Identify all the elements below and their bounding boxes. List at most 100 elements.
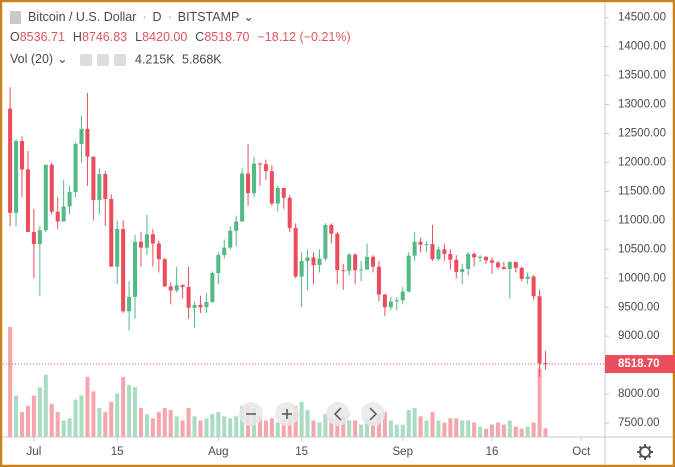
ohlc-value: 8746.83 xyxy=(82,30,127,44)
gear-teeth xyxy=(637,444,653,460)
volume-bar xyxy=(25,405,30,437)
candle-body xyxy=(67,191,72,207)
candle-body xyxy=(448,253,453,260)
candle-body xyxy=(222,247,227,256)
volume-bar xyxy=(495,422,500,437)
volume-bar xyxy=(186,407,191,437)
interval: D xyxy=(153,10,162,24)
candle-body xyxy=(484,256,489,261)
y-tick-label: 10000.00 xyxy=(618,272,666,284)
last-price-tag xyxy=(605,355,675,374)
candle-body xyxy=(347,254,352,271)
candle-body xyxy=(525,276,530,279)
candle-body xyxy=(168,286,173,291)
candle-body xyxy=(454,259,459,272)
volume-bar xyxy=(394,424,399,437)
symbol-name: Bitcoin / U.S. Dollar xyxy=(28,10,136,24)
candle-body xyxy=(311,257,316,265)
plot-area xyxy=(0,87,605,437)
candle-body xyxy=(489,260,494,263)
candle-body xyxy=(412,241,417,256)
volume-ma-value: 5.868K xyxy=(182,52,222,66)
candle-body xyxy=(251,163,257,194)
candle-body xyxy=(240,173,245,222)
volume-bar xyxy=(85,376,90,437)
volume-bar xyxy=(49,403,54,437)
volume-bar xyxy=(269,418,274,437)
candle-body xyxy=(103,174,108,199)
volume-bar xyxy=(347,420,352,437)
volume-bar xyxy=(442,422,447,437)
y-tick-label: 14000.00 xyxy=(618,41,666,53)
volume-bar xyxy=(537,368,542,437)
candle-body xyxy=(478,256,483,258)
candle-body xyxy=(162,259,167,287)
candle-body xyxy=(115,229,120,267)
candle-body xyxy=(299,260,304,277)
ohlc-key: L xyxy=(135,30,142,44)
volume-bar xyxy=(37,387,42,437)
ohlc-line: O8536.71 H8746.83 L8420.00 C8518.70 −18.12 (… xyxy=(10,30,351,44)
candle-body xyxy=(97,174,102,201)
candle-body xyxy=(424,244,429,246)
ohlc-value: 8518.70 xyxy=(204,30,249,44)
candle-body xyxy=(507,262,512,270)
y-tick-label: 14500.00 xyxy=(618,12,666,24)
volume-bar xyxy=(162,407,167,437)
volume-bar xyxy=(31,395,36,437)
candle-body xyxy=(466,253,471,270)
remove-button[interactable] xyxy=(114,54,126,66)
candle-body xyxy=(49,164,54,212)
candle-body xyxy=(430,244,435,260)
volume-bar xyxy=(281,420,286,437)
candle-body xyxy=(31,231,36,245)
volume-bar xyxy=(91,391,96,437)
volume-bar xyxy=(472,422,477,437)
volume-bar xyxy=(192,416,197,437)
candle-body xyxy=(472,253,477,258)
candle-body xyxy=(400,291,405,301)
volume-bar xyxy=(228,418,233,437)
settings-button[interactable] xyxy=(97,54,109,66)
candle-body xyxy=(341,270,346,272)
volume-bar xyxy=(501,424,506,437)
volume-bar xyxy=(127,385,132,437)
candle-body xyxy=(174,285,179,291)
volume-bar xyxy=(484,428,489,437)
volume-bar xyxy=(353,420,358,437)
candle-body xyxy=(376,266,381,295)
x-tick-label: Aug xyxy=(208,446,228,458)
candle-body xyxy=(359,269,364,271)
volume-bar xyxy=(370,422,376,437)
volume-bar xyxy=(382,412,387,437)
volume-bar xyxy=(317,422,322,437)
candle-body xyxy=(127,296,132,312)
volume-bar xyxy=(430,412,435,437)
x-tick-label: 15 xyxy=(295,446,308,458)
ohlc-value: 8420.00 xyxy=(142,30,187,44)
candle-body xyxy=(109,198,114,267)
scroll-left-button[interactable] xyxy=(326,402,350,426)
scroll-right-button[interactable] xyxy=(361,402,385,426)
settings-gear[interactable] xyxy=(637,444,653,460)
volume-bar xyxy=(73,399,78,437)
candle-body xyxy=(186,286,191,308)
candle-body xyxy=(365,256,370,270)
candle-body xyxy=(257,163,262,165)
volume-bar xyxy=(305,410,310,437)
volume-bar xyxy=(507,420,512,437)
candle-body xyxy=(198,304,203,308)
eye-button[interactable] xyxy=(80,54,92,66)
volume-bar xyxy=(543,428,548,437)
volume-bar xyxy=(14,395,19,437)
candle-body xyxy=(216,255,221,274)
ohlc-key: O xyxy=(10,30,20,44)
volume-bar xyxy=(79,395,84,437)
volume-bar xyxy=(448,418,453,437)
volume-bar xyxy=(436,420,441,437)
candle-body xyxy=(85,128,90,157)
volume-value: 4.215K xyxy=(135,52,175,66)
candle-body xyxy=(442,249,447,254)
volume-bar xyxy=(168,410,173,437)
